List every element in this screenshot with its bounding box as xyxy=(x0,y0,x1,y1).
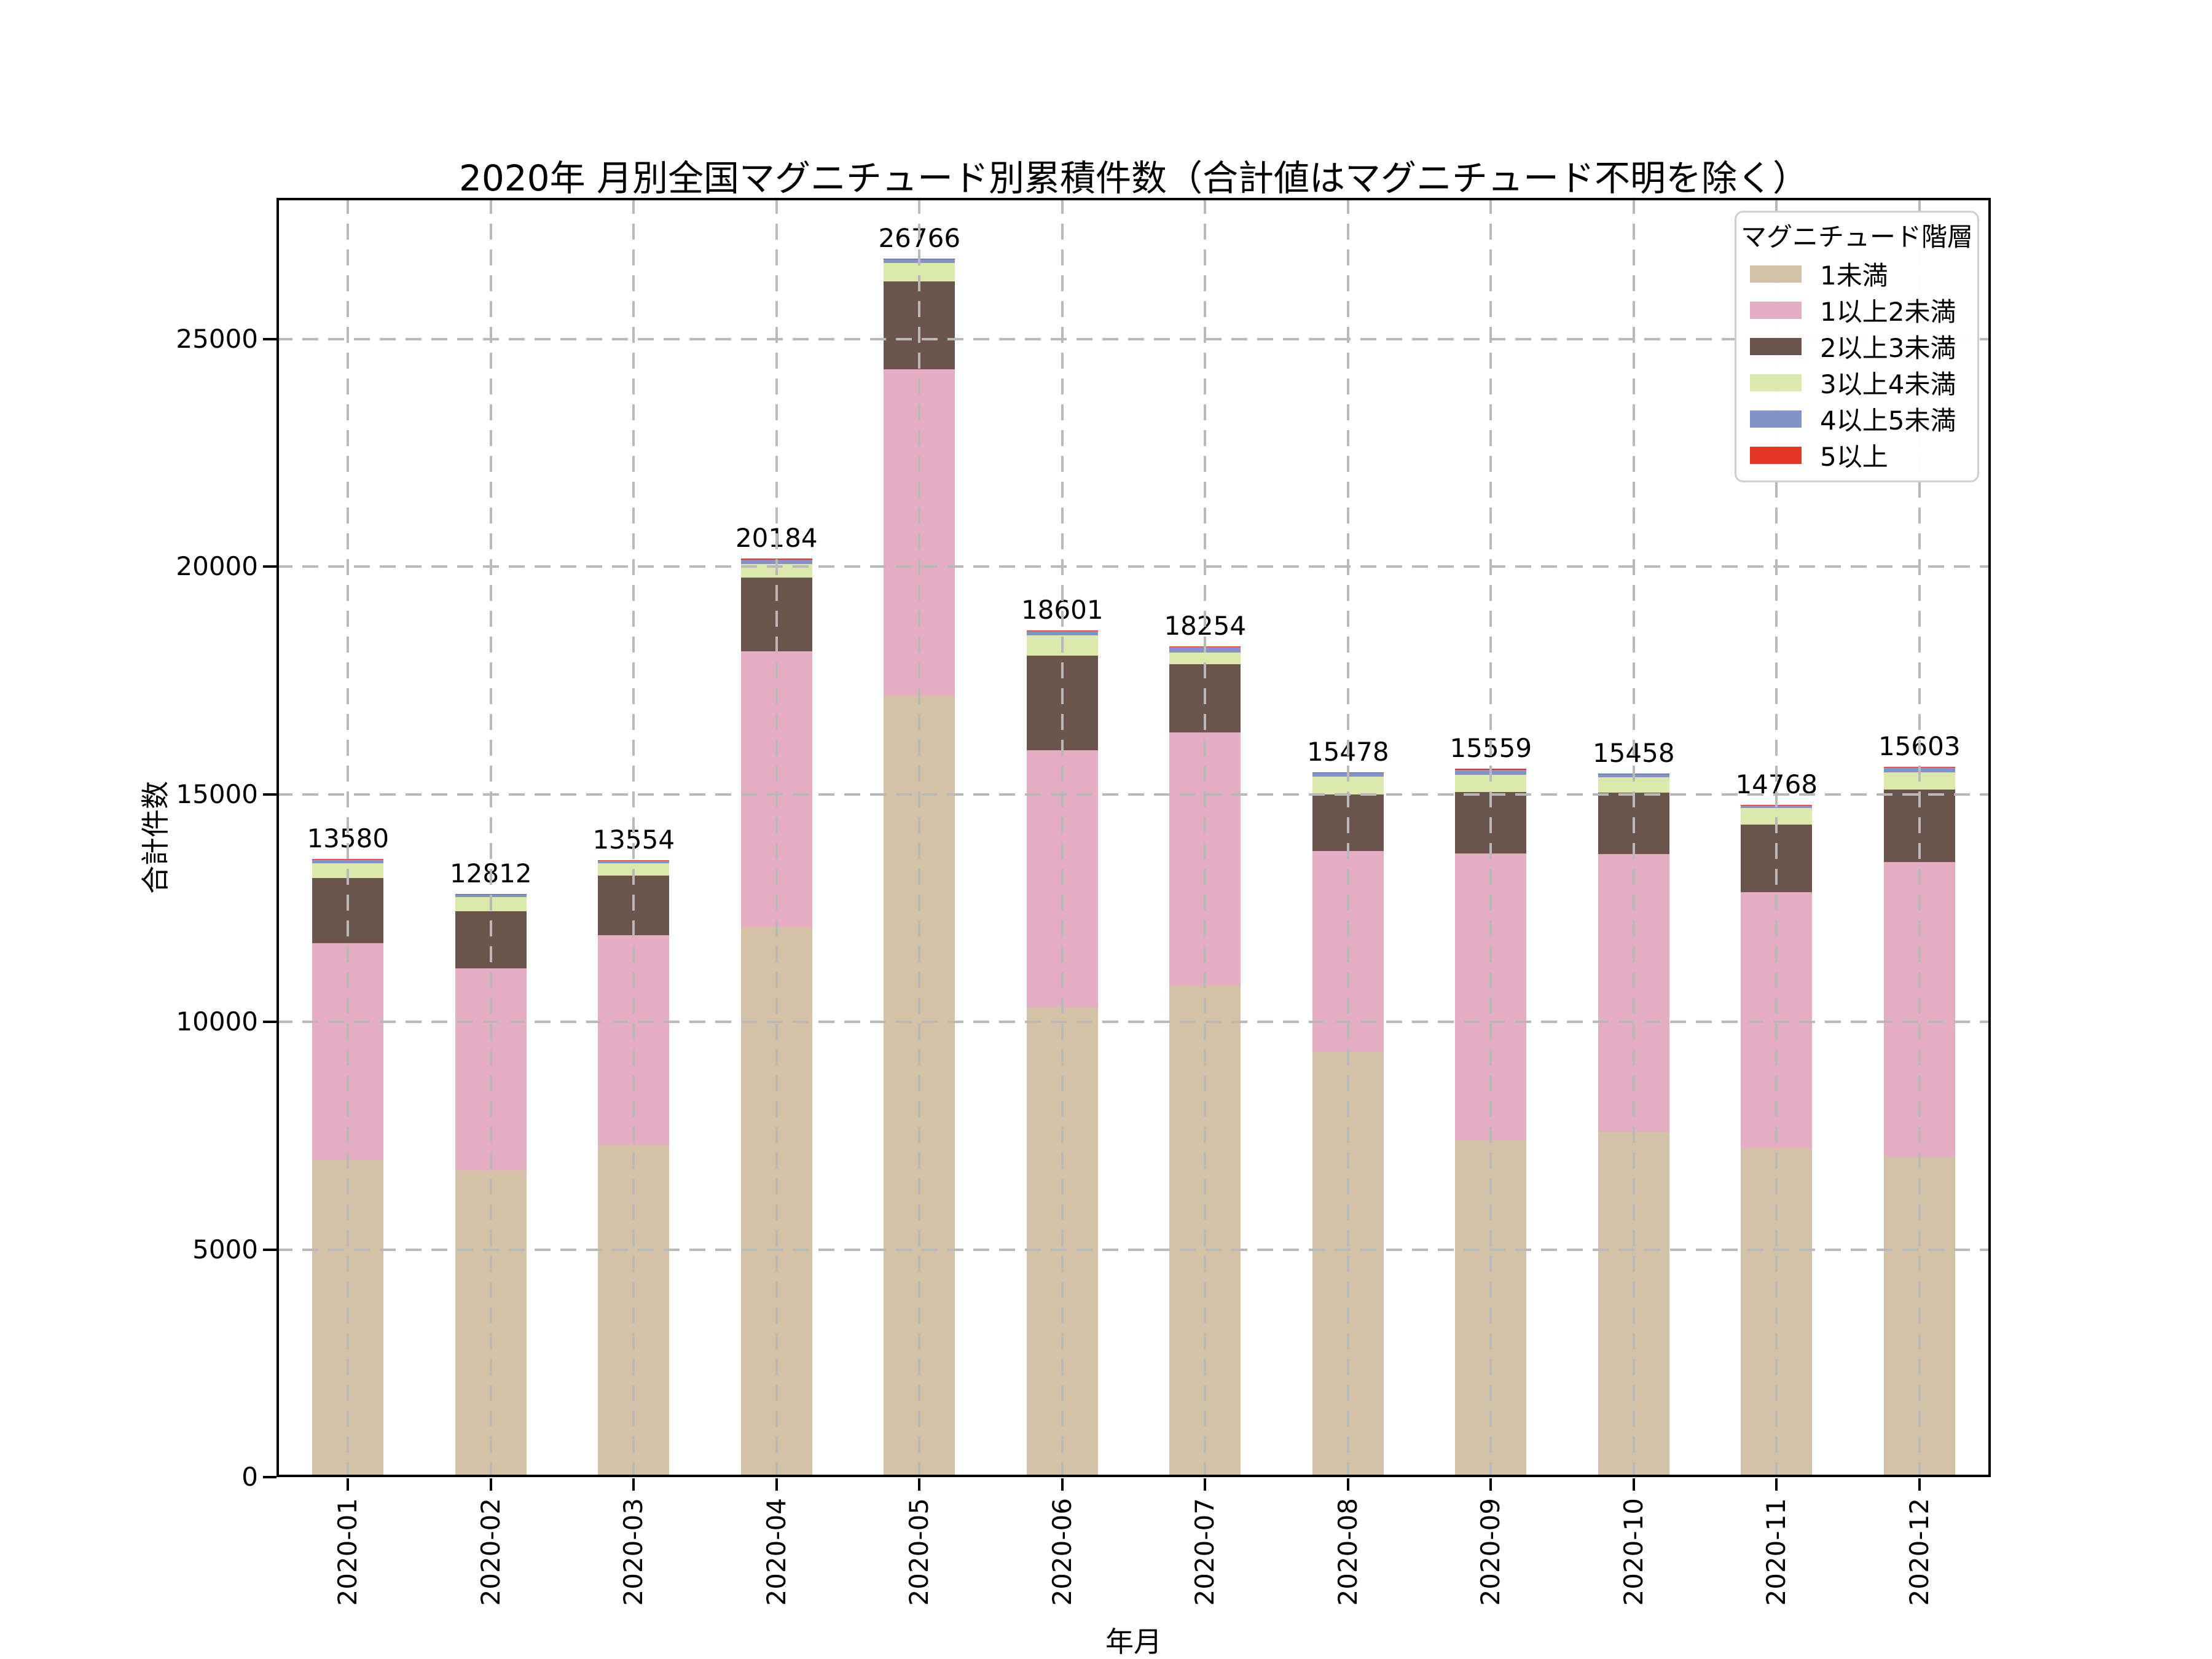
xtick-label-2020-08: 2020-08 xyxy=(1332,1498,1363,1606)
xtick-label-2020-10: 2020-10 xyxy=(1618,1498,1649,1606)
xtick-label-2020-04: 2020-04 xyxy=(761,1498,791,1606)
ytick-label-10000: 10000 xyxy=(176,1006,258,1037)
legend-item-1未満: 1未満 xyxy=(1736,256,1977,292)
legend-item-5以上: 5以上 xyxy=(1736,437,1977,473)
xtick-mark-2020-09 xyxy=(1489,1478,1492,1491)
xtick-mark-2020-04 xyxy=(775,1478,778,1491)
xtick-mark-2020-11 xyxy=(1775,1478,1778,1491)
legend-item-2以上3未満: 2以上3未満 xyxy=(1736,328,1977,364)
xtick-mark-2020-12 xyxy=(1918,1478,1921,1491)
xtick-label-2020-09: 2020-09 xyxy=(1475,1498,1506,1606)
ytick-mark-5000 xyxy=(263,1248,276,1251)
gridline-y-20000 xyxy=(276,565,1991,568)
xtick-label-2020-12: 2020-12 xyxy=(1904,1498,1934,1606)
gridline-x-2020-03 xyxy=(632,198,635,1477)
gridline-x-2020-04 xyxy=(775,198,778,1477)
legend-swatch-1未満 xyxy=(1750,265,1802,283)
ytick-mark-20000 xyxy=(263,565,276,568)
gridline-x-2020-05 xyxy=(918,198,921,1477)
xtick-mark-2020-02 xyxy=(489,1478,492,1491)
legend-title: マグニチュード階層 xyxy=(1740,222,1973,252)
legend-item-3以上4未満: 3以上4未満 xyxy=(1736,364,1977,401)
ytick-mark-0 xyxy=(263,1476,276,1478)
ytick-label-25000: 25000 xyxy=(176,323,258,354)
legend-label-3以上4未満: 3以上4未満 xyxy=(1820,369,1956,399)
xtick-mark-2020-07 xyxy=(1204,1478,1207,1491)
gridline-x-2020-06 xyxy=(1061,198,1064,1477)
gridline-y-10000 xyxy=(276,1021,1991,1024)
xtick-label-2020-06: 2020-06 xyxy=(1046,1498,1077,1606)
xtick-label-2020-11: 2020-11 xyxy=(1761,1498,1792,1606)
legend-label-2以上3未満: 2以上3未満 xyxy=(1820,333,1956,363)
ytick-label-20000: 20000 xyxy=(176,551,258,582)
gridline-y-15000 xyxy=(276,793,1991,796)
gridline-x-2020-10 xyxy=(1632,198,1635,1477)
ytick-mark-25000 xyxy=(263,337,276,340)
ytick-label-5000: 5000 xyxy=(192,1234,258,1265)
xtick-mark-2020-08 xyxy=(1346,1478,1349,1491)
xtick-label-2020-02: 2020-02 xyxy=(475,1498,506,1606)
legend-swatch-4以上5未満 xyxy=(1750,410,1802,428)
gridline-y-5000 xyxy=(276,1248,1991,1251)
xtick-mark-2020-05 xyxy=(918,1478,921,1491)
legend-label-1未満: 1未満 xyxy=(1820,261,1888,291)
xtick-mark-2020-06 xyxy=(1061,1478,1064,1491)
chart-title: 2020年 月別全国マグニチュード別累積件数（合計値はマグニチュード不明を除く） xyxy=(458,157,1809,199)
gridline-x-2020-08 xyxy=(1346,198,1349,1477)
gridline-x-2020-09 xyxy=(1489,198,1492,1477)
legend-label-4以上5未満: 4以上5未満 xyxy=(1820,406,1956,436)
x-axis-title: 年月 xyxy=(1105,1625,1162,1658)
legend: マグニチュード階層 1未満 1以上2未満 2以上3未満 3以上4未満 4以上5未満 5以上 xyxy=(1735,211,1979,482)
gridline-x-2020-11 xyxy=(1775,198,1778,1477)
ytick-mark-10000 xyxy=(263,1021,276,1024)
gridline-y-25000 xyxy=(276,337,1991,340)
legend-label-5以上: 5以上 xyxy=(1820,442,1888,472)
xtick-label-2020-01: 2020-01 xyxy=(332,1498,363,1606)
gridline-x-2020-07 xyxy=(1204,198,1207,1477)
xtick-label-2020-03: 2020-03 xyxy=(618,1498,649,1606)
ytick-label-15000: 15000 xyxy=(176,779,258,809)
xtick-mark-2020-01 xyxy=(347,1478,350,1491)
legend-swatch-2以上3未満 xyxy=(1750,337,1802,355)
legend-item-1以上2未満: 1以上2未満 xyxy=(1736,292,1977,328)
xtick-label-2020-07: 2020-07 xyxy=(1190,1498,1220,1606)
xtick-mark-2020-03 xyxy=(632,1478,635,1491)
plot-area xyxy=(276,198,1991,1477)
legend-swatch-3以上4未満 xyxy=(1750,374,1802,391)
legend-items: 1未満 1以上2未満 2以上3未満 3以上4未満 4以上5未満 5以上 xyxy=(1736,256,1977,473)
legend-swatch-5以上 xyxy=(1750,446,1802,464)
gridline-x-2020-12 xyxy=(1918,198,1921,1477)
legend-item-4以上5未満: 4以上5未満 xyxy=(1736,401,1977,437)
legend-label-1以上2未満: 1以上2未満 xyxy=(1820,297,1956,327)
xtick-label-2020-05: 2020-05 xyxy=(904,1498,935,1606)
ytick-mark-15000 xyxy=(263,793,276,796)
ytick-label-0: 0 xyxy=(241,1462,258,1492)
legend-swatch-1以上2未満 xyxy=(1750,301,1802,319)
gridline-x-2020-02 xyxy=(489,198,492,1477)
xtick-mark-2020-10 xyxy=(1632,1478,1635,1491)
gridline-x-2020-01 xyxy=(347,198,350,1477)
